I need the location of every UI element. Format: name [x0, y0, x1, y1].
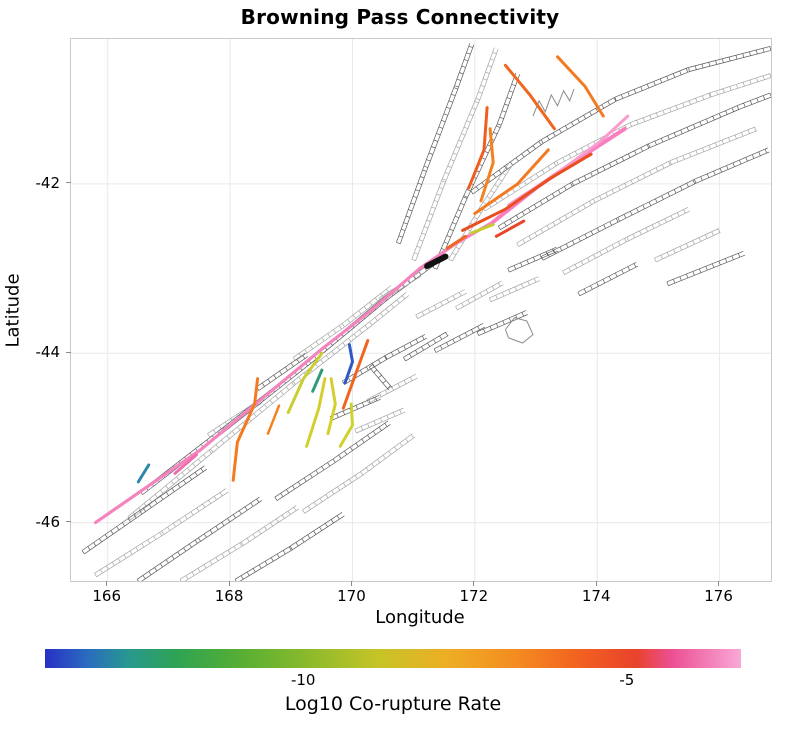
coastline-layer: [504, 88, 575, 344]
fault-trace: [81, 465, 207, 555]
colorbar: [45, 649, 741, 668]
x-axis-label: Longitude: [375, 607, 465, 628]
chart-title: Browning Pass Connectivity: [240, 5, 560, 29]
x-tick-label: 174: [581, 587, 611, 605]
y-tick-mark: [66, 182, 71, 184]
fault-trace: [415, 289, 467, 319]
x-tick-label: 170: [337, 587, 366, 605]
orange-top-1: [503, 63, 556, 131]
orange-steep-2: [467, 106, 489, 190]
red-east-long: [461, 152, 593, 232]
fault-trace: [497, 92, 771, 231]
fault-trace: [562, 206, 691, 275]
fault-trace: [302, 433, 416, 514]
y-tick-mark: [66, 521, 71, 523]
y-tick-mark: [66, 351, 71, 353]
coastline: [504, 317, 534, 344]
x-tick-mark: [718, 581, 720, 586]
yellow-green-short: [470, 223, 495, 235]
x-tick-label: 172: [459, 587, 489, 605]
colorbar-tick-label: -5: [619, 671, 635, 689]
pink-short-southwest: [173, 453, 198, 475]
orange-southwest-long: [231, 377, 260, 482]
fault-trace: [274, 420, 391, 501]
yellow-1: [305, 377, 327, 448]
yellow-3: [326, 377, 337, 436]
fault-trace: [455, 280, 504, 311]
fault-trace: [540, 147, 770, 261]
map-canvas: [71, 39, 771, 581]
y-tick-label: -44: [35, 343, 61, 362]
teal-west: [136, 463, 151, 484]
x-tick-mark: [106, 581, 108, 586]
fault-trace: [179, 505, 299, 581]
x-tick-label: 166: [92, 587, 122, 605]
red-short: [494, 219, 526, 238]
teal-central: [311, 368, 324, 393]
grid-layer: [71, 39, 771, 581]
fault-trace: [654, 228, 721, 263]
x-tick-mark: [473, 581, 475, 586]
fault-trace: [411, 47, 499, 262]
y-tick-label: -42: [35, 173, 61, 192]
colorbar-tick-label: -10: [290, 671, 316, 689]
x-tick-label: 168: [214, 587, 244, 605]
orange-mid: [473, 148, 550, 215]
x-tick-label: 176: [704, 587, 733, 605]
fault-trace: [488, 276, 541, 303]
orange-steep-1: [479, 127, 495, 203]
fault-trace: [366, 373, 418, 404]
fault-trace: [354, 407, 406, 434]
browning-pass-black: [424, 253, 449, 269]
alpine-fault-pink: [93, 220, 495, 525]
x-tick-mark: [350, 581, 352, 586]
fault-trace: [433, 323, 486, 353]
fault-network-layer: [81, 43, 771, 581]
fault-trace: [577, 262, 639, 297]
fault-trace: [666, 250, 746, 287]
blue-central: [343, 343, 354, 385]
fault-trace: [136, 496, 262, 581]
yellow-4: [338, 402, 354, 448]
fault-trace: [368, 364, 393, 391]
x-tick-mark: [595, 581, 597, 586]
fault-trace: [234, 512, 345, 581]
fault-trace: [476, 310, 528, 336]
fault-trace: [403, 331, 449, 362]
fault-trace: [127, 292, 410, 521]
orange-central: [341, 339, 370, 410]
orange-short-west: [445, 234, 468, 250]
highlighted-fault-layer: [93, 55, 630, 525]
x-tick-mark: [228, 581, 230, 586]
plot-area: [70, 38, 772, 582]
fault-trace: [470, 45, 771, 195]
fault-trace: [507, 246, 559, 273]
coastline: [532, 88, 575, 117]
orange-top-2: [556, 55, 605, 118]
pink-ne-upper: [507, 114, 630, 207]
yellow-2: [286, 351, 324, 414]
fault-trace: [94, 488, 229, 578]
fault-trace: [516, 126, 758, 247]
fault-trace: [396, 43, 475, 245]
fault-trace: [329, 394, 381, 421]
orange-small: [266, 404, 281, 435]
y-tick-label: -46: [35, 512, 61, 531]
pink-ne-main: [491, 126, 627, 224]
fault-trace: [292, 285, 394, 362]
colorbar-title: Log10 Co-rupture Rate: [284, 693, 502, 715]
